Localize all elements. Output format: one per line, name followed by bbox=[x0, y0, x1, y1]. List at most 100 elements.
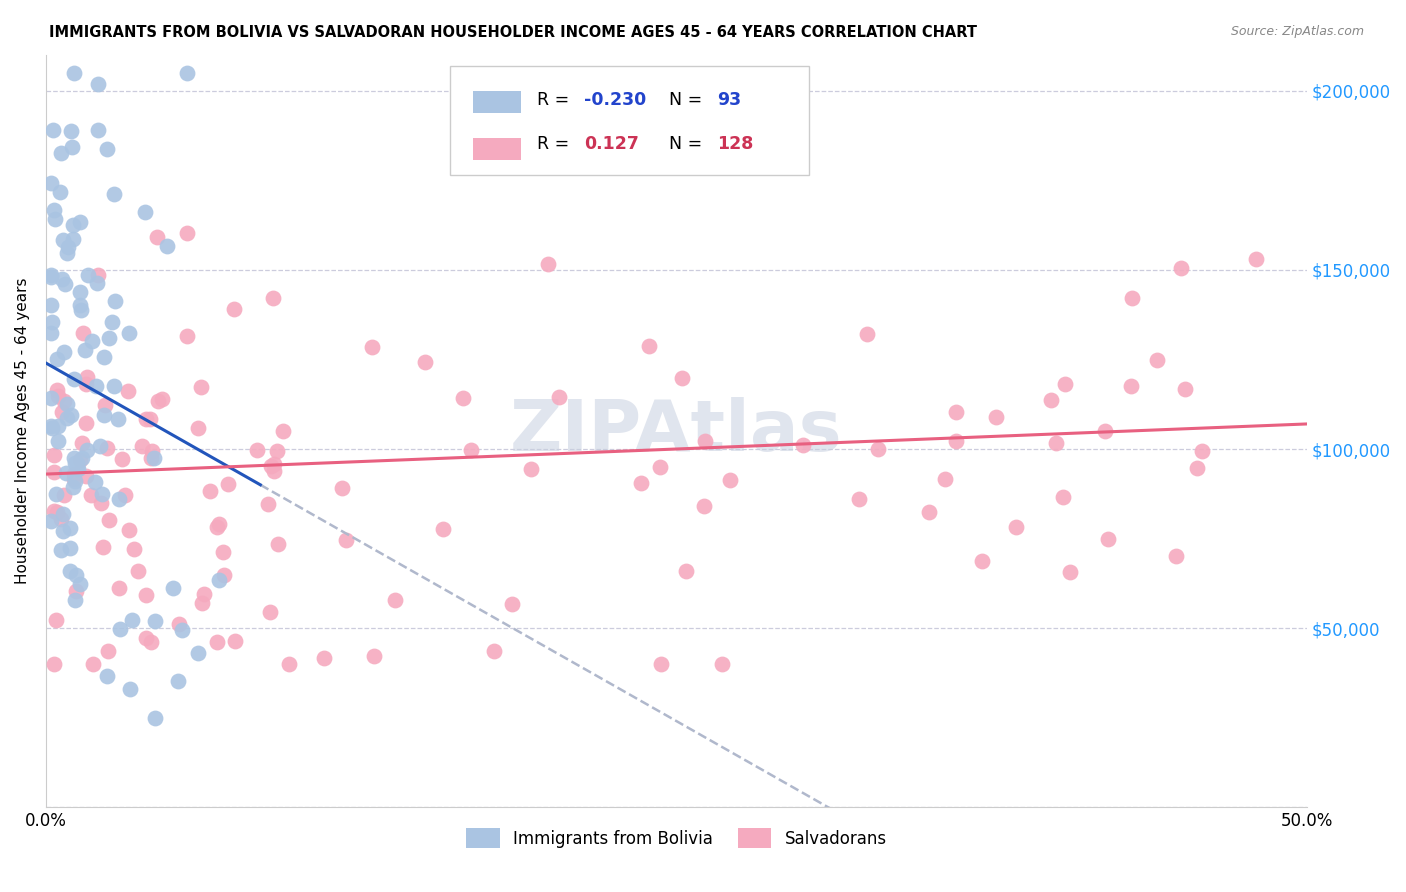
Point bbox=[693, 500, 716, 514]
Point bbox=[1040, 392, 1063, 407]
Point bbox=[80, 488, 103, 502]
Point bbox=[266, 444, 288, 458]
Point bbox=[1146, 353, 1168, 368]
Point bbox=[39, 268, 62, 282]
Point bbox=[111, 452, 134, 467]
Point bbox=[848, 491, 870, 506]
Point bbox=[42, 504, 65, 518]
Point bbox=[330, 481, 353, 495]
Point bbox=[62, 232, 84, 246]
Text: N =: N = bbox=[669, 136, 707, 153]
Point bbox=[63, 475, 86, 489]
Point bbox=[66, 462, 89, 476]
Point bbox=[141, 444, 163, 458]
Point bbox=[51, 405, 73, 419]
Point bbox=[49, 511, 72, 525]
Point bbox=[89, 439, 111, 453]
Point bbox=[65, 583, 87, 598]
Point bbox=[117, 384, 139, 398]
Point bbox=[650, 460, 672, 475]
Text: R =: R = bbox=[537, 136, 574, 153]
Point bbox=[139, 450, 162, 465]
Point bbox=[176, 329, 198, 343]
Point bbox=[80, 334, 103, 348]
Point bbox=[135, 632, 157, 646]
Point bbox=[1005, 520, 1028, 534]
Point bbox=[259, 605, 281, 619]
Point bbox=[1119, 379, 1142, 393]
Point bbox=[93, 350, 115, 364]
Point bbox=[224, 634, 246, 648]
Point bbox=[41, 420, 63, 434]
Point bbox=[117, 326, 139, 340]
Point bbox=[1052, 490, 1074, 504]
Point bbox=[45, 613, 67, 627]
Point bbox=[53, 488, 76, 502]
Point bbox=[718, 473, 741, 487]
Text: -0.230: -0.230 bbox=[585, 91, 647, 109]
Point bbox=[41, 123, 63, 137]
Point bbox=[51, 272, 73, 286]
Point bbox=[39, 326, 62, 341]
Point bbox=[208, 574, 231, 588]
Point bbox=[693, 434, 716, 449]
Point bbox=[121, 613, 143, 627]
Point bbox=[1185, 461, 1208, 475]
Point bbox=[187, 646, 209, 660]
Point bbox=[45, 505, 67, 519]
Point bbox=[86, 77, 108, 91]
Point bbox=[519, 462, 541, 476]
Point bbox=[139, 635, 162, 649]
Point bbox=[62, 219, 84, 233]
Point bbox=[135, 412, 157, 426]
Point bbox=[198, 484, 221, 499]
Point bbox=[103, 186, 125, 201]
Point bbox=[432, 522, 454, 536]
Point bbox=[135, 588, 157, 602]
Point bbox=[263, 464, 285, 478]
Point bbox=[792, 438, 814, 452]
Point bbox=[46, 419, 69, 434]
Point bbox=[84, 378, 107, 392]
Point bbox=[671, 371, 693, 385]
Point bbox=[63, 66, 86, 80]
Point bbox=[75, 469, 97, 483]
Text: R =: R = bbox=[537, 91, 574, 109]
Point bbox=[208, 517, 231, 532]
Text: N =: N = bbox=[669, 91, 707, 109]
Point bbox=[52, 234, 75, 248]
Y-axis label: Householder Income Ages 45 - 64 years: Householder Income Ages 45 - 64 years bbox=[15, 277, 30, 584]
Point bbox=[72, 326, 94, 341]
Point bbox=[451, 391, 474, 405]
Point bbox=[501, 597, 523, 611]
Point bbox=[45, 487, 67, 501]
Point bbox=[69, 215, 91, 229]
Point bbox=[59, 541, 82, 556]
Point bbox=[172, 624, 194, 638]
Point bbox=[65, 568, 87, 582]
Point bbox=[190, 380, 212, 394]
Text: ZIPAtlas: ZIPAtlas bbox=[510, 397, 842, 466]
Point bbox=[51, 543, 73, 558]
Point bbox=[335, 533, 357, 547]
Point bbox=[1094, 424, 1116, 438]
Point bbox=[59, 123, 82, 137]
Point bbox=[1166, 549, 1188, 563]
Point bbox=[53, 277, 76, 291]
Point bbox=[193, 587, 215, 601]
Point bbox=[52, 394, 75, 409]
Point bbox=[46, 434, 69, 448]
Point bbox=[96, 142, 118, 156]
Point bbox=[86, 277, 108, 291]
Point bbox=[131, 439, 153, 453]
Point bbox=[69, 577, 91, 591]
Point bbox=[482, 644, 505, 658]
Point bbox=[69, 285, 91, 300]
Point bbox=[212, 544, 235, 558]
Point bbox=[108, 622, 131, 636]
Point bbox=[134, 204, 156, 219]
Point bbox=[97, 513, 120, 527]
Point bbox=[191, 596, 214, 610]
Point bbox=[52, 507, 75, 521]
Point bbox=[39, 298, 62, 312]
